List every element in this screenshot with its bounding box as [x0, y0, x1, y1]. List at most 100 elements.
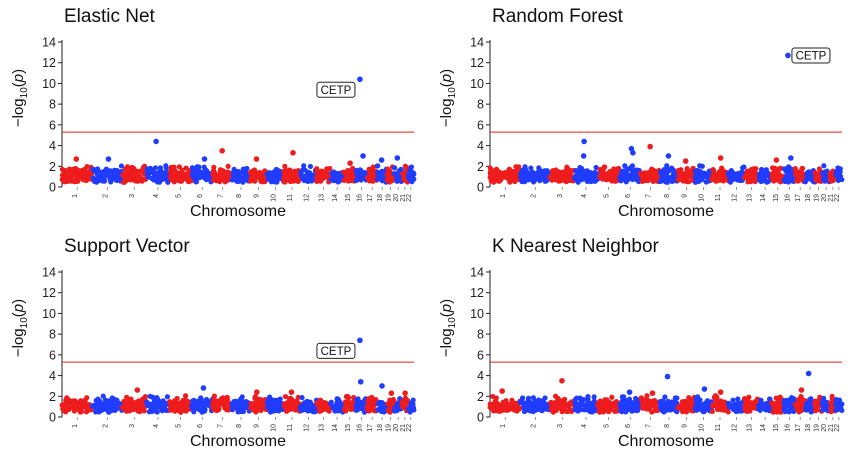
snp-point — [589, 409, 595, 415]
snp-point — [178, 409, 184, 415]
snp-point — [518, 175, 524, 181]
snp-point — [678, 171, 684, 178]
y-tick-label: 10 — [42, 307, 56, 321]
snp-point — [407, 409, 413, 415]
panel-title: K Nearest Neighbor — [492, 236, 659, 257]
x-tick-label: 6 — [197, 194, 204, 198]
snp-point — [554, 176, 560, 182]
snp-point — [405, 173, 412, 180]
snp-point — [727, 404, 733, 410]
snp-point — [64, 173, 70, 179]
hit-point — [626, 389, 633, 395]
snp-point — [126, 397, 132, 403]
x-tick-label: 7 — [645, 194, 652, 198]
snp-point — [540, 397, 546, 404]
snp-point — [837, 173, 844, 179]
x-tick-label: 21 — [400, 424, 407, 432]
y-tick-label: 8 — [49, 328, 56, 342]
x-tick-label: 22 — [406, 424, 413, 432]
snp-point — [355, 173, 361, 180]
snp-point — [604, 406, 610, 412]
hit-point — [717, 155, 724, 161]
snp-point — [298, 170, 304, 176]
snp-point — [273, 400, 279, 406]
snp-point — [623, 408, 629, 414]
hit-point — [787, 155, 794, 161]
snp-point — [152, 407, 158, 413]
x-tick-label: 20 — [821, 424, 828, 432]
x-tick-label: 20 — [393, 424, 400, 432]
snp-point — [745, 179, 751, 185]
snp-point — [114, 177, 120, 183]
x-tick-label: 4 — [153, 424, 160, 428]
snp-point — [331, 171, 337, 178]
x-tick-label: 3 — [129, 194, 136, 198]
snp-point — [514, 407, 520, 413]
y-tick-label: 4 — [477, 369, 484, 383]
annotation-box — [316, 342, 356, 359]
snp-point — [614, 408, 620, 414]
snp-point — [117, 401, 123, 407]
snp-point — [604, 397, 610, 403]
annotation-label: CETP — [796, 50, 827, 62]
snp-point — [629, 408, 635, 414]
snp-point — [781, 398, 787, 404]
snp-point — [800, 171, 806, 177]
snp-point — [343, 393, 350, 400]
snp-point — [632, 403, 638, 409]
x-tick-label: 10 — [270, 424, 277, 432]
x-tick-label: 15 — [345, 424, 352, 432]
snp-point — [556, 402, 563, 408]
snp-point — [568, 168, 574, 174]
hit-point — [288, 389, 295, 395]
snp-point — [821, 163, 827, 169]
snp-point — [700, 403, 706, 409]
snp-point — [196, 175, 202, 181]
snp-point — [176, 164, 182, 170]
snp-point — [812, 408, 819, 414]
snp-point — [110, 171, 116, 177]
snp-point — [146, 171, 152, 178]
snp-point — [807, 396, 813, 403]
snp-point — [393, 172, 399, 178]
snp-point — [512, 178, 518, 185]
snp-point — [376, 400, 382, 407]
top-hit-point — [785, 52, 791, 59]
snp-point — [365, 405, 372, 411]
snp-point — [180, 397, 186, 403]
snp-point — [792, 401, 799, 407]
x-tick-label: 6 — [625, 194, 632, 198]
x-tick-label: 2 — [102, 194, 109, 198]
snp-point — [294, 400, 300, 406]
snp-point — [149, 175, 155, 182]
snp-point — [63, 400, 69, 406]
x-tick-label: 3 — [557, 194, 564, 198]
snp-point — [622, 177, 628, 183]
snp-point — [409, 171, 415, 177]
hit-point — [717, 389, 724, 395]
snp-point — [526, 175, 533, 181]
snp-point — [493, 171, 499, 178]
snp-point — [744, 171, 750, 178]
hit-point — [701, 386, 708, 392]
x-tick-label: 21 — [828, 194, 835, 202]
snp-point — [507, 178, 513, 184]
snp-point — [116, 169, 122, 175]
x-tick-label: 16 — [785, 424, 792, 432]
snp-point — [211, 406, 217, 413]
top-hit-point — [357, 337, 363, 344]
snp-point — [222, 398, 228, 404]
x-tick-label: 20 — [393, 194, 400, 202]
snp-point — [317, 403, 323, 409]
snp-point — [713, 397, 719, 403]
snp-point — [669, 178, 675, 184]
x-tick-label: 8 — [236, 424, 243, 428]
x-tick-label: 3 — [557, 424, 564, 428]
snp-point — [714, 406, 721, 412]
y-tick-label: 0 — [477, 181, 484, 195]
snp-point — [307, 170, 313, 176]
x-tick-label: 18 — [805, 194, 812, 202]
snp-point — [158, 168, 165, 175]
snp-point — [619, 168, 625, 174]
